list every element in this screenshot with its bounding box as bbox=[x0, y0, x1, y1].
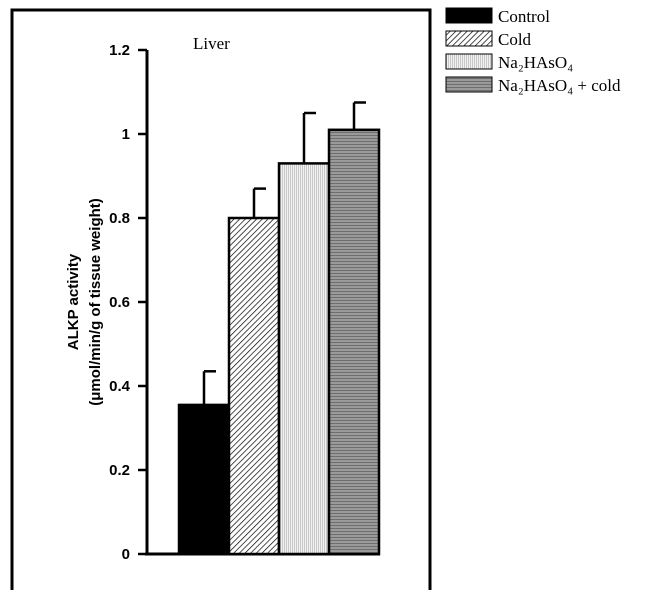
plot-frame bbox=[10, 8, 432, 590]
legend-label-1: Cold bbox=[498, 30, 532, 49]
y-tick-label: 1.2 bbox=[109, 42, 130, 59]
legend-swatch-1 bbox=[445, 30, 493, 47]
y-tick-label: 0.6 bbox=[109, 294, 130, 311]
legend-label-0: Control bbox=[498, 7, 550, 26]
legend-label-3: Na₂HAsO₄ + cold bbox=[498, 76, 621, 95]
legend-swatch-2 bbox=[445, 53, 493, 70]
bars bbox=[177, 128, 381, 556]
y-axis-label-line1: ALKP activity bbox=[65, 253, 82, 350]
y-tick-label: 0.4 bbox=[109, 378, 131, 395]
y-axis-label-line2: (μmol/min/g of tissue weight) bbox=[87, 198, 104, 406]
y-tick-label: 1 bbox=[122, 126, 130, 143]
bar-3 bbox=[327, 128, 381, 556]
bar-0 bbox=[177, 403, 231, 556]
legend: Control Cold Na₂HAsO₄ Na₂HAsO₄ + cold bbox=[445, 7, 621, 95]
error-bars bbox=[202, 101, 366, 405]
y-tick-label: 0 bbox=[122, 546, 130, 563]
legend-swatch-0 bbox=[445, 7, 493, 24]
legend-swatch-3 bbox=[445, 76, 493, 93]
y-ticks: 0 0.2 0.4 0.6 0.8 1 1.2 bbox=[109, 42, 147, 563]
y-tick-label: 0.8 bbox=[109, 210, 130, 227]
y-tick-label: 0.2 bbox=[109, 462, 130, 479]
bar-2 bbox=[277, 162, 331, 556]
chart-annotation: Liver bbox=[193, 34, 230, 53]
legend-label-2: Na₂HAsO₄ bbox=[498, 53, 573, 72]
bar-1 bbox=[227, 216, 281, 556]
